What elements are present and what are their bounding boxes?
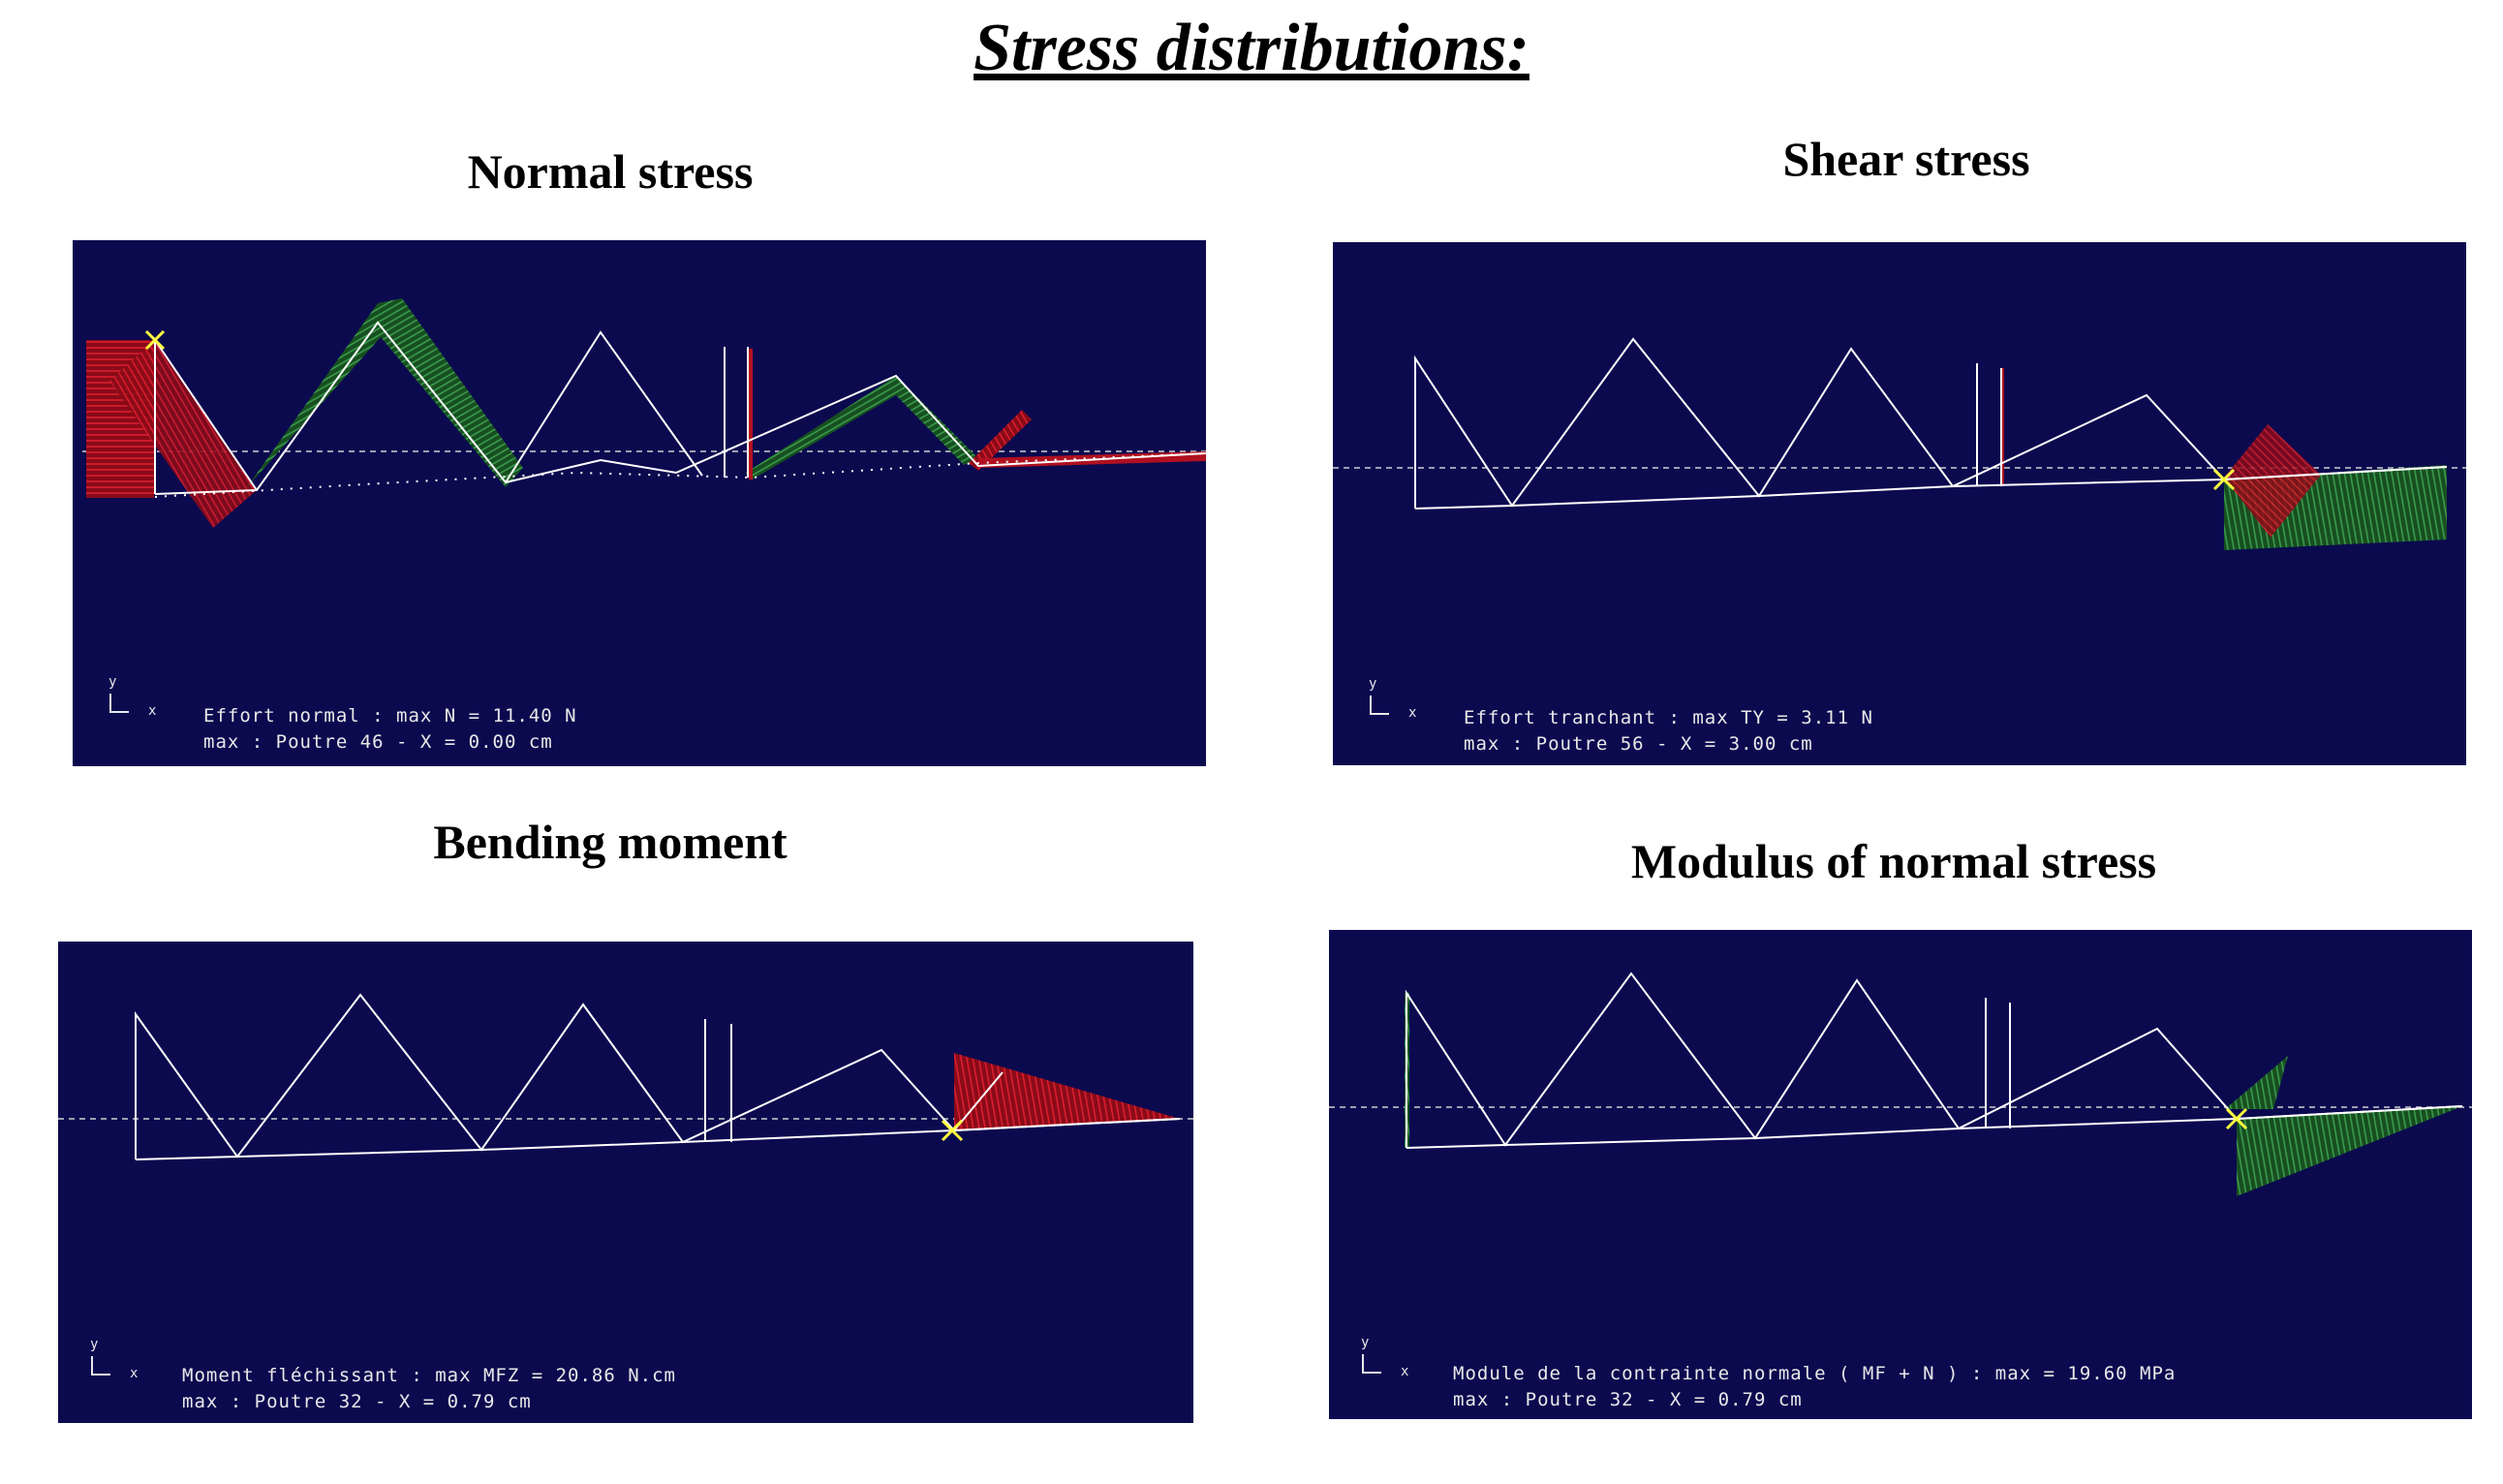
axis-x-line — [109, 711, 129, 713]
axis-y-line — [1370, 696, 1372, 715]
stress-block-red-small — [969, 410, 1032, 471]
truss-upper-chord — [154, 321, 1206, 495]
truss-lower-chord — [135, 1118, 1181, 1160]
axis-y-line — [1362, 1354, 1364, 1374]
axis-y-line — [109, 694, 111, 713]
shear-stress-view[interactable]: y x Effort tranchant : max TY = 3.11 N m… — [1333, 242, 2466, 765]
axis-x-label: x — [148, 703, 157, 719]
panel-title-normal-stress: Normal stress — [467, 144, 754, 199]
truss-upper-chord — [135, 993, 1181, 1159]
truss-upper-chord — [1406, 972, 2463, 1148]
truss-upper-chord — [1414, 337, 2448, 509]
shear-stress-diagram — [1333, 337, 2466, 550]
status-line-2: max : Poutre 56 - X = 3.00 cm — [1464, 733, 1813, 755]
axis-y-label: y — [108, 674, 117, 690]
axis-x-label: x — [130, 1366, 139, 1381]
status-line-2: max : Poutre 46 - X = 0.00 cm — [203, 731, 553, 753]
truss-lower-chord — [1406, 1105, 2463, 1149]
panel-title-shear-stress: Shear stress — [1782, 132, 2030, 186]
bending-moment-diagram — [58, 993, 1193, 1160]
modulus-triangle-green — [2237, 1106, 2462, 1196]
stress-strip-vertical — [749, 349, 753, 479]
truss-lower-chord-nodes — [154, 452, 1206, 498]
axis-x-line — [91, 1374, 110, 1376]
truss-peak-member — [505, 330, 703, 483]
axis-x-line — [1370, 713, 1389, 715]
axis-x-label: x — [1408, 705, 1417, 721]
axis-x-line — [1362, 1372, 1381, 1374]
stress-block-green-1 — [247, 298, 523, 487]
status-line-2: max : Poutre 32 - X = 0.79 cm — [182, 1391, 532, 1412]
axis-y-label: y — [90, 1337, 99, 1352]
modulus-green-small — [2225, 1056, 2288, 1109]
truss-branch — [953, 1071, 1004, 1131]
status-line-2: max : Poutre 32 - X = 0.79 cm — [1453, 1389, 1803, 1410]
status-line-1: Effort normal : max N = 11.40 N — [203, 705, 577, 727]
axis-y-label: y — [1361, 1335, 1370, 1350]
shear-block-red — [2224, 424, 2321, 538]
bending-moment-view[interactable]: y x Moment fléchissant : max MFZ = 20.86… — [58, 942, 1193, 1423]
stress-block-diagonal — [109, 340, 257, 528]
modulus-normal-stress-diagram — [1329, 972, 2472, 1196]
normal-stress-view[interactable]: y x Effort normal : max N = 11.40 N max … — [73, 240, 1206, 766]
modulus-normal-stress-view[interactable]: y x Module de la contrainte normale ( MF… — [1329, 930, 2472, 1419]
page-title: Stress distributions: — [973, 11, 1530, 85]
panel-title-modulus-normal-stress: Modulus of normal stress — [1630, 834, 2157, 888]
status-line-1: Moment fléchissant : max MFZ = 20.86 N.c… — [182, 1365, 676, 1386]
moment-triangle-red — [954, 1053, 1180, 1130]
normal-stress-diagram — [82, 298, 1206, 528]
status-line-1: Effort tranchant : max TY = 3.11 N — [1464, 707, 1873, 728]
truss-lower-chord — [1414, 466, 2448, 510]
axis-y-label: y — [1369, 676, 1377, 692]
axis-x-label: x — [1401, 1364, 1409, 1379]
status-line-1: Module de la contrainte normale ( MF + N… — [1453, 1363, 2177, 1384]
axis-y-line — [91, 1356, 93, 1376]
panel-title-bending-moment: Bending moment — [433, 815, 788, 869]
